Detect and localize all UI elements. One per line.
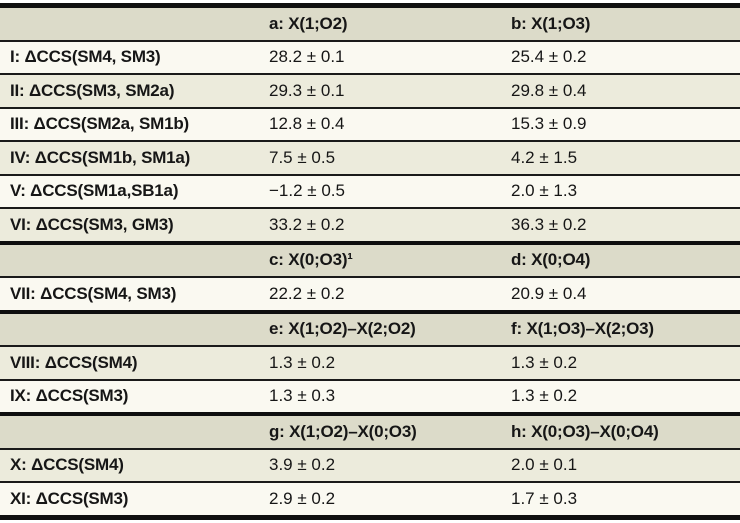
value-cell-a: 7.5 ± 0.5 bbox=[262, 141, 502, 175]
value-cell-b: 2.0 ± 0.1 bbox=[502, 448, 740, 482]
table-row: a: X(1;O2) b: X(1;O3) bbox=[0, 5, 740, 41]
value-cell-a: 1.3 ± 0.3 bbox=[262, 379, 502, 414]
value-cell-b: 1.7 ± 0.3 bbox=[502, 482, 740, 517]
value-cell-a: 29.3 ± 0.1 bbox=[262, 74, 502, 108]
row-label: IV: ΔCCS(SM1b, SM1a) bbox=[0, 141, 262, 175]
table-row: VIII: ΔCCS(SM4) 1.3 ± 0.2 1.3 ± 0.2 bbox=[0, 346, 740, 380]
row-label: V: ΔCCS(SM1a,SB1a) bbox=[0, 174, 262, 208]
value-cell-a: 3.9 ± 0.2 bbox=[262, 448, 502, 482]
table-row: VII: ΔCCS(SM4, SM3) 22.2 ± 0.2 20.9 ± 0.… bbox=[0, 277, 740, 312]
value-cell-a: 33.2 ± 0.2 bbox=[262, 208, 502, 243]
row-label: X: ΔCCS(SM4) bbox=[0, 448, 262, 482]
value-cell-a: 28.2 ± 0.1 bbox=[262, 40, 502, 74]
value-cell-b: 4.2 ± 1.5 bbox=[502, 141, 740, 175]
table-row: g: X(1;O2)–X(0;O3) h: X(0;O3)–X(0;O4) bbox=[0, 414, 740, 449]
value-cell-b: 29.8 ± 0.4 bbox=[502, 74, 740, 108]
value-cell-b: 1.3 ± 0.2 bbox=[502, 346, 740, 380]
table-row: X: ΔCCS(SM4) 3.9 ± 0.2 2.0 ± 0.1 bbox=[0, 448, 740, 482]
table-row: III: ΔCCS(SM2a, SM1b) 12.8 ± 0.4 15.3 ± … bbox=[0, 107, 740, 141]
column-header-d: d: X(0;O4) bbox=[502, 242, 740, 277]
column-header-f: f: X(1;O3)–X(2;O3) bbox=[502, 311, 740, 346]
column-header-g: g: X(1;O2)–X(0;O3) bbox=[262, 414, 502, 449]
column-header-h: h: X(0;O3)–X(0;O4) bbox=[502, 414, 740, 449]
row-label: II: ΔCCS(SM3, SM2a) bbox=[0, 74, 262, 108]
table-row: IX: ΔCCS(SM3) 1.3 ± 0.3 1.3 ± 0.2 bbox=[0, 379, 740, 414]
value-cell-a: 2.9 ± 0.2 bbox=[262, 482, 502, 517]
value-cell-a: 1.3 ± 0.2 bbox=[262, 346, 502, 380]
table-row: I: ΔCCS(SM4, SM3) 28.2 ± 0.1 25.4 ± 0.2 bbox=[0, 40, 740, 74]
table-row: II: ΔCCS(SM3, SM2a) 29.3 ± 0.1 29.8 ± 0.… bbox=[0, 74, 740, 108]
table-row: V: ΔCCS(SM1a,SB1a) −1.2 ± 0.5 2.0 ± 1.3 bbox=[0, 174, 740, 208]
table-row: VI: ΔCCS(SM3, GM3) 33.2 ± 0.2 36.3 ± 0.2 bbox=[0, 208, 740, 243]
value-cell-a: −1.2 ± 0.5 bbox=[262, 174, 502, 208]
value-cell-b: 1.3 ± 0.2 bbox=[502, 379, 740, 414]
header-spacer bbox=[0, 311, 262, 346]
header-spacer bbox=[0, 242, 262, 277]
row-label: XI: ΔCCS(SM3) bbox=[0, 482, 262, 517]
table-row: c: X(0;O3)¹ d: X(0;O4) bbox=[0, 242, 740, 277]
column-header-c: c: X(0;O3)¹ bbox=[262, 242, 502, 277]
value-cell-b: 2.0 ± 1.3 bbox=[502, 174, 740, 208]
column-header-e: e: X(1;O2)–X(2;O2) bbox=[262, 311, 502, 346]
ccs-results-table: a: X(1;O2) b: X(1;O3) I: ΔCCS(SM4, SM3) … bbox=[0, 3, 740, 520]
table-row: e: X(1;O2)–X(2;O2) f: X(1;O3)–X(2;O3) bbox=[0, 311, 740, 346]
row-label: IX: ΔCCS(SM3) bbox=[0, 379, 262, 414]
value-cell-b: 36.3 ± 0.2 bbox=[502, 208, 740, 243]
column-header-a: a: X(1;O2) bbox=[262, 5, 502, 41]
header-spacer bbox=[0, 414, 262, 449]
header-spacer bbox=[0, 5, 262, 41]
column-header-b: b: X(1;O3) bbox=[502, 5, 740, 41]
table-row: XI: ΔCCS(SM3) 2.9 ± 0.2 1.7 ± 0.3 bbox=[0, 482, 740, 517]
value-cell-b: 20.9 ± 0.4 bbox=[502, 277, 740, 312]
value-cell-a: 12.8 ± 0.4 bbox=[262, 107, 502, 141]
row-label: VII: ΔCCS(SM4, SM3) bbox=[0, 277, 262, 312]
row-label: I: ΔCCS(SM4, SM3) bbox=[0, 40, 262, 74]
row-label: VIII: ΔCCS(SM4) bbox=[0, 346, 262, 380]
value-cell-a: 22.2 ± 0.2 bbox=[262, 277, 502, 312]
value-cell-b: 15.3 ± 0.9 bbox=[502, 107, 740, 141]
row-label: VI: ΔCCS(SM3, GM3) bbox=[0, 208, 262, 243]
row-label: III: ΔCCS(SM2a, SM1b) bbox=[0, 107, 262, 141]
value-cell-b: 25.4 ± 0.2 bbox=[502, 40, 740, 74]
table-row: IV: ΔCCS(SM1b, SM1a) 7.5 ± 0.5 4.2 ± 1.5 bbox=[0, 141, 740, 175]
